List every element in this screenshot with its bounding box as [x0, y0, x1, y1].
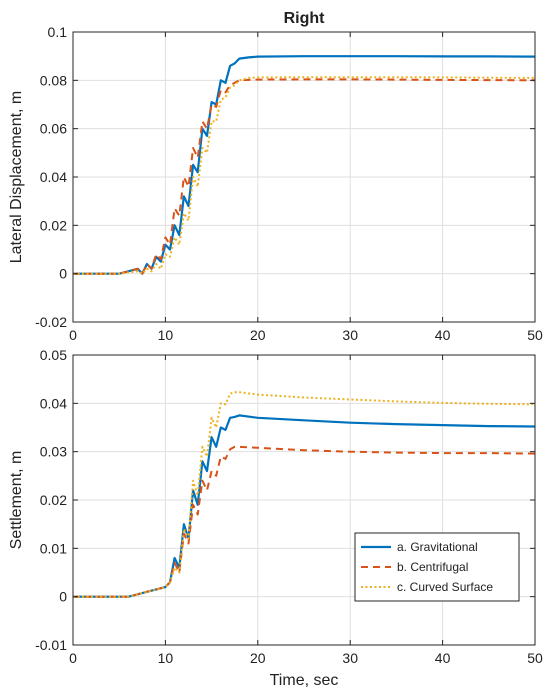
grid: [73, 355, 535, 645]
legend-box: [354, 532, 520, 602]
y-tick-label: 0.06: [40, 121, 67, 137]
x-tick-label: 30: [342, 650, 358, 666]
x-tick-label: 50: [527, 327, 543, 343]
y-tick-label: 0.05: [40, 347, 67, 363]
y-tick-label: 0.02: [40, 217, 67, 233]
series-line-c-curved-surface: [73, 76, 536, 275]
y-tick-label: 0: [59, 266, 67, 282]
legend-entry-label: c. Curved Surface: [397, 580, 493, 594]
y-tick-label: 0.08: [40, 72, 67, 88]
x-tick-label: 50: [527, 650, 543, 666]
x-axis-label: Time, sec: [270, 672, 339, 689]
y-axis-label: Settlement, m: [8, 451, 25, 550]
legend-entry-label: a. Gravitational: [397, 540, 478, 554]
x-tick-label: 0: [69, 327, 77, 343]
x-tick-label: 0: [69, 650, 77, 666]
y-tick-label: -0.01: [35, 637, 67, 653]
y-tick-label: 0.02: [40, 492, 67, 508]
y-tick-label: 0.04: [40, 395, 67, 411]
y-tick-label: 0.04: [40, 169, 67, 185]
y-tick-label: 0.03: [40, 444, 67, 460]
series-lines: [73, 391, 536, 598]
y-tick-label: 0: [59, 589, 67, 605]
x-tick-label: 30: [342, 327, 358, 343]
y-tick-label: -0.02: [35, 314, 67, 330]
y-axis-label: Lateral Displacement, m: [8, 91, 25, 264]
legend: a. Gravitational b. Centrifugal c. Curved …: [354, 532, 520, 602]
series-line-c-curved-surface: [73, 391, 536, 598]
x-tick-label: 20: [250, 650, 266, 666]
chart-title: Right: [284, 10, 326, 27]
x-tick-label: 10: [158, 650, 174, 666]
x-tick-label: 40: [435, 650, 451, 666]
y-tick-label: 0.1: [48, 24, 68, 40]
series-line-b-centrifugal: [73, 78, 536, 275]
series-lines: [73, 55, 536, 275]
y-tick-label: 0.01: [40, 540, 67, 556]
grid: [73, 32, 535, 322]
x-tick-label: 40: [435, 327, 451, 343]
x-tick-label: 10: [158, 327, 174, 343]
x-tick-label: 20: [250, 327, 266, 343]
legend-entry-label: b. Centrifugal: [397, 560, 468, 574]
